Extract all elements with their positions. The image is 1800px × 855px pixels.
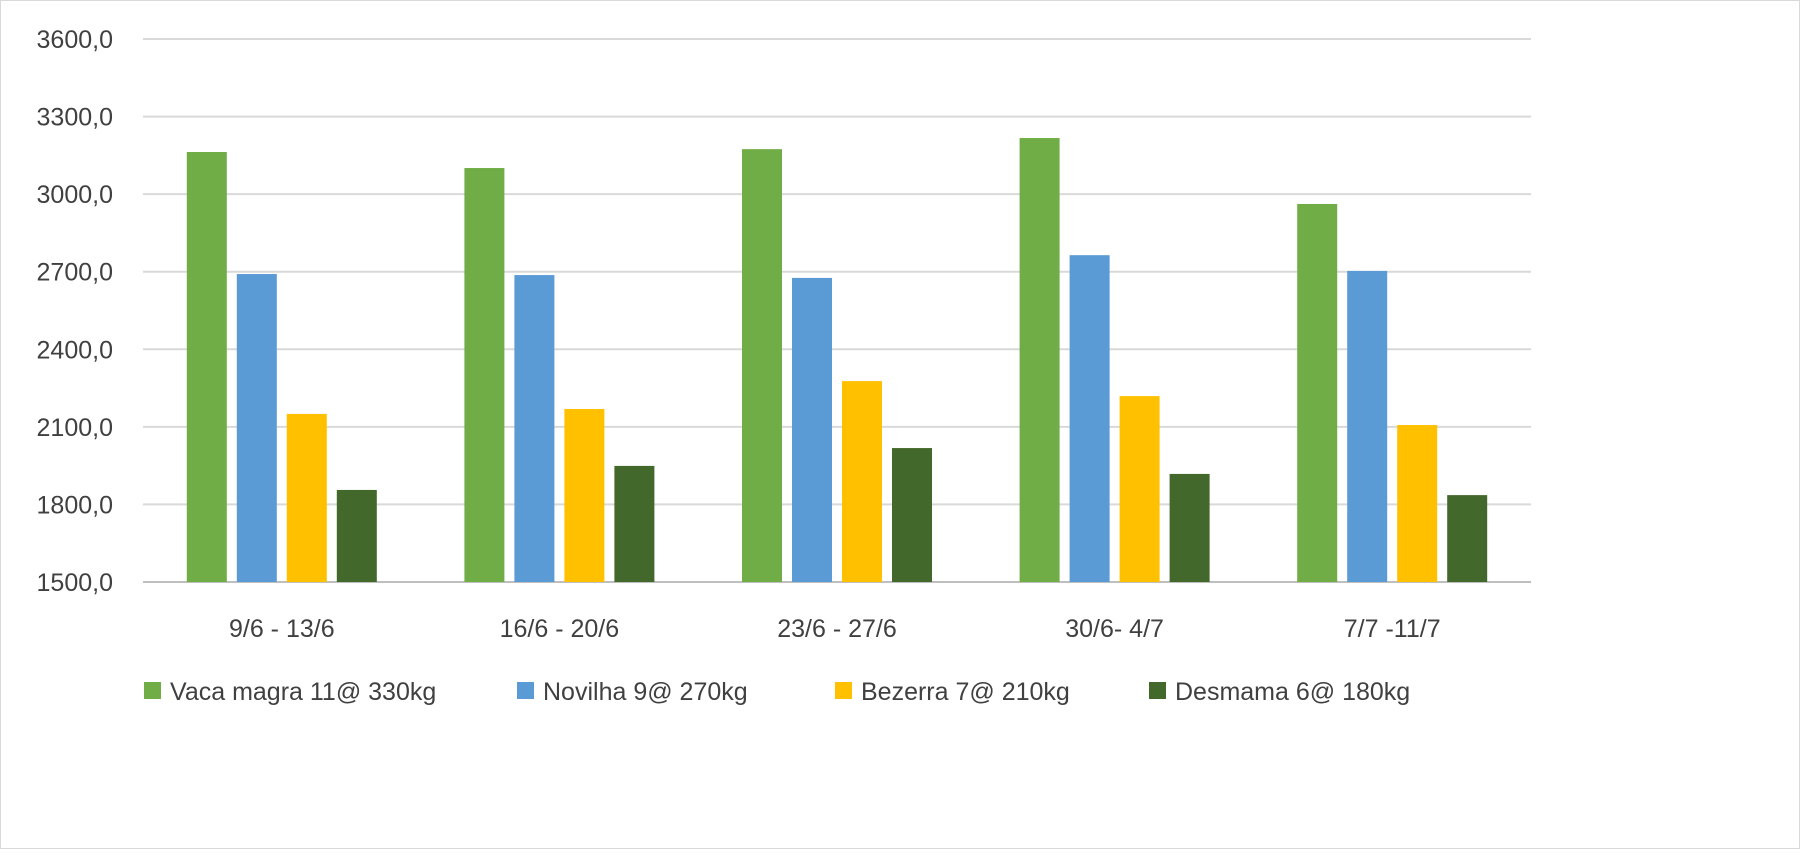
bar-2-2 bbox=[514, 275, 555, 582]
y-tick-label: 2700,0 bbox=[37, 259, 113, 287]
bar-4-1 bbox=[336, 489, 377, 582]
y-tick-label: 2400,0 bbox=[37, 336, 113, 364]
bar-4-2 bbox=[614, 465, 655, 582]
x-tick-label: 23/6 - 27/6 bbox=[777, 615, 897, 643]
legend-label: Novilha 9@ 270kg bbox=[543, 678, 748, 706]
legend-swatch-2 bbox=[517, 682, 534, 699]
y-tick-label: 3600,0 bbox=[37, 26, 113, 54]
x-tick-label: 16/6 - 20/6 bbox=[500, 615, 620, 643]
x-tick-label: 7/7 -11/7 bbox=[1344, 615, 1441, 643]
bar-1-3 bbox=[742, 149, 782, 582]
x-tick-label: 30/6- 4/7 bbox=[1065, 615, 1164, 643]
bar-3-4 bbox=[1119, 396, 1160, 582]
bar-2-5 bbox=[1347, 270, 1388, 582]
bar-3-5 bbox=[1397, 425, 1438, 582]
bar-3-1 bbox=[286, 413, 327, 582]
y-tick-label: 3300,0 bbox=[37, 104, 113, 132]
bar-2-4 bbox=[1069, 255, 1110, 582]
bar-1-2 bbox=[464, 168, 505, 582]
legend-label: Bezerra 7@ 210kg bbox=[861, 678, 1070, 706]
y-tick-label: 1800,0 bbox=[37, 491, 113, 519]
bar-3-3 bbox=[842, 381, 882, 582]
bar-1-4 bbox=[1019, 138, 1060, 583]
bar-2-1 bbox=[236, 274, 277, 582]
bar-1-5 bbox=[1297, 203, 1338, 582]
bar-2-3 bbox=[792, 277, 832, 582]
legend-swatch-3 bbox=[835, 682, 852, 699]
bar-4-3 bbox=[892, 448, 932, 582]
y-tick-label: 3000,0 bbox=[37, 181, 113, 209]
y-tick-label: 2100,0 bbox=[37, 414, 113, 442]
legend-swatch-1 bbox=[144, 682, 161, 699]
legend-swatch-4 bbox=[1149, 682, 1166, 699]
bar-1-1 bbox=[186, 151, 227, 582]
legend-label: Vaca magra 11@ 330kg bbox=[170, 678, 436, 706]
bar-4-4 bbox=[1169, 473, 1210, 582]
bar-4-5 bbox=[1447, 495, 1488, 582]
legend-label: Desmama 6@ 180kg bbox=[1175, 678, 1410, 706]
y-tick-label: 1500,0 bbox=[37, 569, 113, 597]
x-tick-label: 9/6 - 13/6 bbox=[229, 615, 335, 643]
bar-3-2 bbox=[564, 409, 605, 582]
